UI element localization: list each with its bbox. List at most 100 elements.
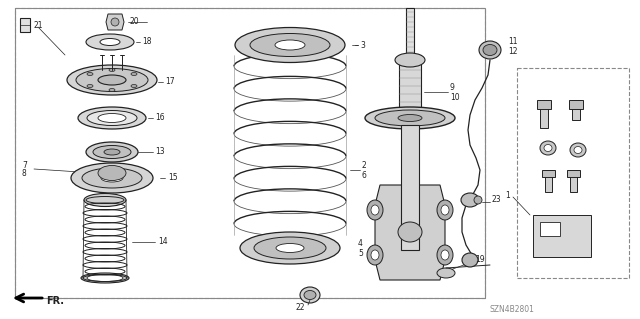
Ellipse shape: [276, 243, 304, 253]
Ellipse shape: [98, 75, 126, 85]
Ellipse shape: [109, 88, 115, 92]
Text: 5: 5: [358, 249, 363, 257]
Text: FR.: FR.: [46, 296, 64, 306]
Ellipse shape: [87, 275, 123, 281]
Ellipse shape: [574, 146, 582, 153]
Ellipse shape: [300, 287, 320, 303]
Text: 8: 8: [22, 169, 27, 179]
Ellipse shape: [371, 250, 379, 260]
Ellipse shape: [437, 245, 453, 265]
Ellipse shape: [437, 268, 455, 278]
Text: 3: 3: [360, 41, 365, 49]
Text: 20: 20: [130, 18, 140, 26]
Ellipse shape: [86, 34, 134, 50]
Text: 12: 12: [508, 47, 518, 56]
Ellipse shape: [474, 196, 482, 204]
Ellipse shape: [398, 222, 422, 242]
Ellipse shape: [441, 250, 449, 260]
Ellipse shape: [240, 232, 340, 264]
Ellipse shape: [131, 85, 137, 87]
Ellipse shape: [67, 65, 157, 95]
Bar: [537, 100, 551, 109]
Bar: [545, 170, 552, 192]
Text: 23: 23: [492, 196, 502, 204]
Text: 17: 17: [165, 78, 175, 86]
Ellipse shape: [84, 194, 126, 206]
Text: 10: 10: [450, 93, 460, 101]
Text: 6: 6: [362, 170, 367, 180]
Text: 22: 22: [295, 302, 305, 311]
Text: 11: 11: [508, 38, 518, 47]
Ellipse shape: [398, 115, 422, 122]
Ellipse shape: [100, 39, 120, 46]
Ellipse shape: [87, 72, 93, 76]
Ellipse shape: [98, 114, 126, 122]
Ellipse shape: [367, 200, 383, 220]
Ellipse shape: [371, 205, 379, 215]
Bar: [540, 100, 548, 128]
Text: 4: 4: [358, 239, 363, 248]
Ellipse shape: [101, 174, 123, 182]
Ellipse shape: [483, 44, 497, 56]
Bar: [15, 8, 485, 298]
Ellipse shape: [76, 69, 148, 92]
Bar: [517, 68, 629, 278]
Bar: [406, 8, 414, 55]
Ellipse shape: [82, 168, 142, 188]
Bar: [533, 215, 591, 257]
Ellipse shape: [375, 110, 445, 126]
Text: 19: 19: [475, 256, 484, 264]
Bar: [15, 8, 485, 298]
Ellipse shape: [235, 27, 345, 63]
Bar: [572, 100, 580, 120]
Ellipse shape: [131, 72, 137, 76]
Polygon shape: [375, 185, 445, 280]
Text: 16: 16: [155, 114, 164, 122]
Ellipse shape: [104, 149, 120, 155]
Ellipse shape: [441, 205, 449, 215]
Text: 21: 21: [33, 20, 42, 29]
Bar: [567, 170, 580, 177]
Ellipse shape: [540, 141, 556, 155]
Ellipse shape: [544, 145, 552, 152]
Text: 1: 1: [505, 190, 509, 199]
Ellipse shape: [87, 85, 93, 87]
Ellipse shape: [98, 166, 126, 181]
Bar: [540, 222, 560, 236]
Ellipse shape: [87, 110, 137, 125]
Ellipse shape: [304, 291, 316, 300]
Ellipse shape: [365, 107, 455, 129]
Bar: [399, 55, 421, 110]
Text: 7: 7: [22, 160, 27, 169]
Ellipse shape: [93, 145, 131, 159]
Bar: [569, 100, 583, 109]
Bar: [542, 170, 555, 177]
Ellipse shape: [71, 163, 153, 193]
Text: 13: 13: [155, 147, 164, 157]
Text: 18: 18: [142, 38, 152, 47]
Bar: [401, 125, 419, 250]
Ellipse shape: [479, 41, 501, 59]
Ellipse shape: [395, 53, 425, 67]
Ellipse shape: [254, 237, 326, 259]
Ellipse shape: [275, 40, 305, 50]
Ellipse shape: [570, 143, 586, 157]
Text: 2: 2: [362, 160, 367, 169]
Text: 14: 14: [158, 238, 168, 247]
Polygon shape: [106, 14, 124, 30]
Ellipse shape: [86, 142, 138, 162]
Ellipse shape: [367, 245, 383, 265]
Ellipse shape: [437, 200, 453, 220]
Text: 9: 9: [450, 84, 455, 93]
Ellipse shape: [109, 69, 115, 71]
Bar: [20, 18, 30, 32]
Text: 15: 15: [168, 174, 178, 182]
Text: SZN4B2801: SZN4B2801: [490, 305, 535, 314]
Ellipse shape: [250, 33, 330, 56]
Ellipse shape: [81, 273, 129, 283]
Ellipse shape: [78, 107, 146, 129]
Ellipse shape: [461, 193, 479, 207]
Ellipse shape: [111, 18, 119, 26]
Bar: [570, 170, 577, 192]
Ellipse shape: [462, 253, 478, 267]
